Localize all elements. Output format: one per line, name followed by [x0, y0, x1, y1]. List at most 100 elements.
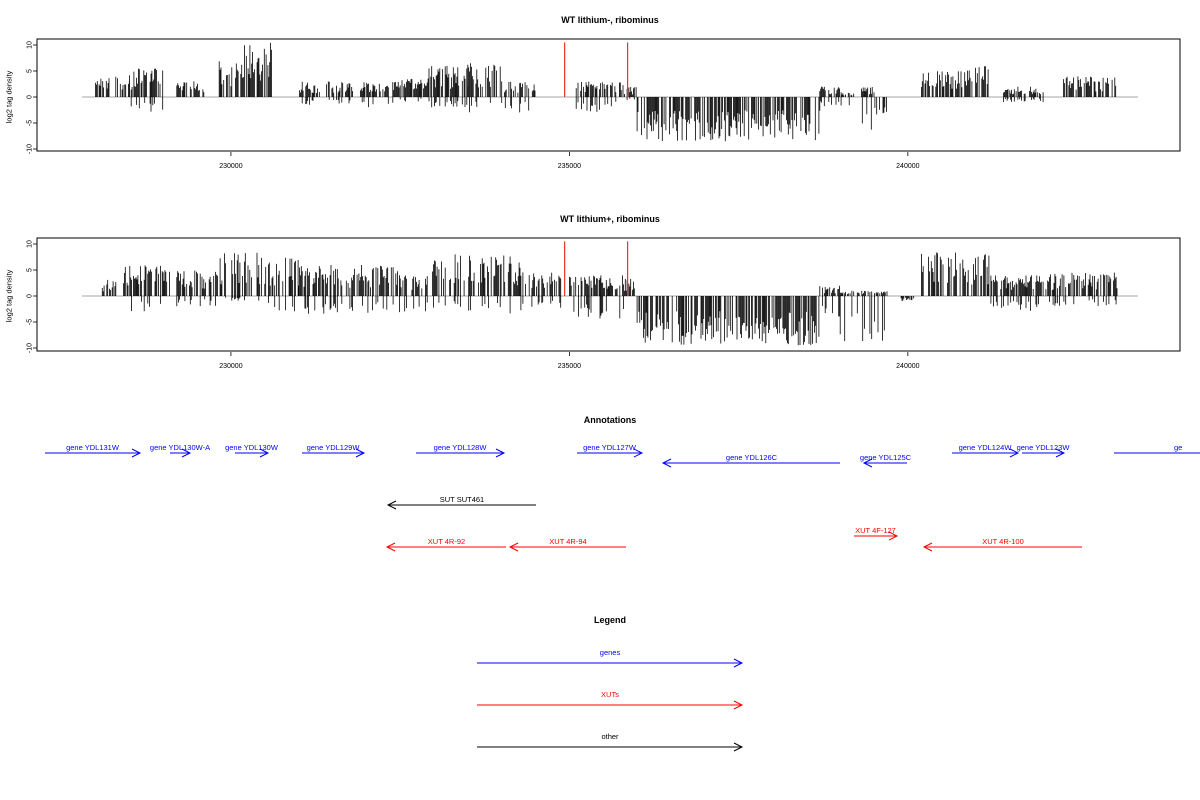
- density-bars: [244, 42, 272, 97]
- density-bars: [399, 78, 428, 102]
- arrow-head: [862, 458, 873, 468]
- density-bars: [964, 66, 989, 97]
- density-bars: [299, 81, 354, 105]
- legend-item: XUTs: [477, 690, 744, 710]
- annotation-feature: gene YDL126C: [661, 453, 840, 468]
- density-bars: [115, 76, 130, 97]
- annotation-feature: XUT 4R-92: [385, 537, 506, 552]
- density-bars: [427, 65, 469, 108]
- density-bars: [819, 285, 840, 317]
- annotation-label: gene YDL126C: [726, 453, 778, 462]
- annotation-label: XUT 4R-92: [428, 537, 465, 546]
- arrow-head: [181, 448, 192, 458]
- density-bars: [990, 275, 1044, 311]
- density-bars: [432, 254, 465, 308]
- density-bars: [874, 97, 887, 115]
- annotation-feature: gene YDL127W: [577, 443, 644, 458]
- density-bars: [522, 272, 562, 308]
- annotation-label: XUT 4R-94: [549, 537, 586, 546]
- density-bars: [900, 296, 915, 302]
- arrow-head: [633, 448, 644, 458]
- density-bars: [467, 63, 501, 113]
- density-bars: [176, 81, 205, 97]
- annotation-label: ge: [1174, 443, 1182, 452]
- annotation-label: gene YDL127W: [583, 443, 637, 452]
- density-bars: [399, 275, 428, 312]
- annotation-feature: ge: [1114, 443, 1200, 454]
- density-bars: [298, 265, 400, 314]
- density-bars: [636, 296, 820, 346]
- y-axis-label: log2 tag density: [5, 70, 14, 123]
- density-bars: [575, 81, 624, 112]
- density-bars: [218, 61, 244, 97]
- annotation-label: gene YDL130W-A: [150, 443, 210, 452]
- panel2-plot: 10 5 0 -5 -10 log2 tag density 230000 235000 240…: [5, 237, 1181, 370]
- legend-label: genes: [600, 648, 621, 657]
- density-bars: [861, 87, 875, 130]
- annotation-label: gene YDL129W: [307, 443, 361, 452]
- annotation-feature: gene YDL130W-A: [150, 443, 210, 458]
- density-bars: [359, 81, 400, 108]
- density-bars: [123, 265, 170, 312]
- legend-item: other: [477, 732, 744, 752]
- arrow-head: [495, 448, 506, 458]
- y-tick-label: -10: [27, 144, 34, 154]
- annotation-feature: gene YDL123W: [1017, 443, 1070, 458]
- density-bars: [468, 255, 522, 314]
- legend-label: other: [601, 732, 619, 741]
- density-bars: [1063, 76, 1117, 97]
- legend: genes XUTs other: [477, 648, 744, 752]
- y-tick-label: 5: [27, 69, 34, 73]
- arrow-head: [733, 658, 744, 668]
- plot-frame: [36, 237, 1181, 352]
- density-bars: [839, 290, 888, 342]
- panel1-title: WT lithium-, ribominus: [561, 15, 659, 25]
- annotation-feature: XUT 4R-100: [922, 537, 1082, 552]
- arrow-head: [355, 448, 366, 458]
- panel2-title: WT lithium+, ribominus: [560, 214, 660, 224]
- y-tick-label: 10: [27, 240, 34, 248]
- annotation-feature: gene YDL129W: [302, 443, 366, 458]
- annotations-title: Annotations: [584, 415, 637, 425]
- annotation-feature: gene YDL131W: [45, 443, 142, 458]
- arrow-head: [131, 448, 142, 458]
- annotation-feature: gene YDL128W: [416, 443, 506, 458]
- annotation-label: XUT 4R-100: [982, 537, 1024, 546]
- arrow-head: [888, 531, 899, 541]
- x-tick-label: 240000: [896, 363, 919, 370]
- annotation-label: gene YDL125C: [860, 453, 912, 462]
- annotation-label: gene YDL131W: [66, 443, 120, 452]
- annotation-feature: gene YDL125C: [860, 453, 912, 468]
- arrow-head: [386, 500, 397, 510]
- annotation-feature: XUT 4R-94: [508, 537, 626, 552]
- arrow-head: [733, 742, 744, 752]
- x-tick-label: 230000: [219, 163, 242, 170]
- density-bars: [569, 275, 623, 319]
- annotation-tracks: gene YDL131W gene YDL130W-A gene YDL130W ge…: [45, 443, 1200, 552]
- arrow-head: [385, 542, 396, 552]
- y-tick-label: 10: [27, 41, 34, 49]
- panel1-plot: 10 5 0 -5 -10 log2 tag density 230000 235000 240…: [5, 38, 1181, 170]
- arrow-head: [922, 542, 933, 552]
- annotation-feature: XUT 4F-127: [854, 526, 899, 541]
- annotation-label: XUT 4F-127: [855, 526, 896, 535]
- legend-item: genes: [477, 648, 744, 668]
- arrow-head: [1009, 448, 1020, 458]
- density-bars: [921, 71, 963, 97]
- y-tick-label: 0: [27, 294, 34, 298]
- x-tick-label: 240000: [896, 163, 919, 170]
- arrow-head: [1055, 448, 1066, 458]
- y-axis-label: log2 tag density: [5, 269, 14, 322]
- density-bars: [264, 257, 299, 312]
- density-bars: [819, 86, 840, 107]
- legend-title: Legend: [594, 615, 626, 625]
- y-tick-label: 5: [27, 268, 34, 272]
- y-tick-label: -5: [27, 319, 34, 325]
- annotation-label: gene YDL130W: [225, 443, 279, 452]
- density-bars: [921, 252, 990, 296]
- arrow-head: [661, 458, 672, 468]
- density-bars: [623, 278, 635, 309]
- annotation-label: gene YDL128W: [434, 443, 488, 452]
- annotation-feature: gene YDL130W: [225, 443, 279, 458]
